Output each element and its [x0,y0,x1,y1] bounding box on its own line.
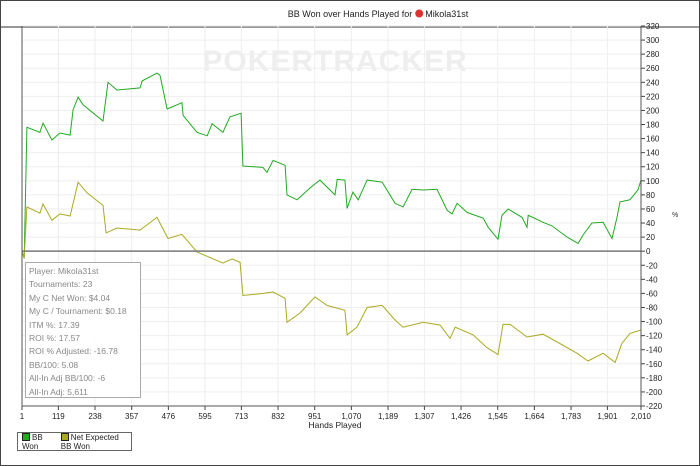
y-tick-label: -220 [646,402,663,411]
title-player: Mikola31st [415,9,469,19]
axes: 3203002802602402202001801601401201008060… [20,22,663,421]
series-net-expected-line [21,181,642,364]
stat-allin-adj: All-In Adj: 5,611 [29,386,88,397]
x-tick-label: 951 [308,412,322,421]
x-tick-label: 357 [125,412,139,421]
y-tick-label: 160 [646,135,660,144]
stat-roi: ROI %: 17.57 [29,332,81,343]
stats-box: Player: Mikola31st Tournaments: 23 My C … [25,262,141,398]
x-axis-label: Hands Played [309,420,362,430]
x-tick-label: 2,010 [631,412,652,421]
y-tick-label: 60 [646,205,655,214]
stat-allin-bb100: All-In Adj BB/100: -6 [29,373,106,384]
percent-icon[interactable]: % [672,212,678,219]
stat-player: Player: Mikola31st [29,266,99,276]
y-tick-label: -180 [646,374,663,383]
y-tick-label: 40 [646,219,655,228]
series-group [21,72,642,364]
stat-bb100: BB/100: 5.08 [29,359,79,370]
x-tick-label: 1,901 [597,412,618,421]
y-tick-label: 280 [646,50,660,59]
stat-net-won: My C Net Won: $4.04 [29,292,111,303]
x-tick-label: 1,783 [561,412,582,421]
series-bb-won-line [21,72,642,259]
y-tick-label: -160 [646,360,663,369]
y-tick-label: 220 [646,92,660,101]
y-tick-label: 80 [646,191,655,200]
legend: BB Won Net Expected BB Won [17,432,132,451]
y-tick-label: -80 [646,303,658,312]
x-tick-label: 119 [52,412,65,421]
legend-swatch [60,432,69,441]
x-tick-label: 1 [20,412,25,421]
y-tick-label: 120 [646,163,660,172]
grid [21,25,642,407]
y-tick-label: 0 [646,247,651,256]
title-text: BB Won over Hands Played for [288,9,412,19]
y-tick-label: 260 [646,64,660,73]
stat-itm: ITM %: 17.39 [29,319,80,330]
stat-per-tournament: My C / Tournament: $0.18 [29,306,127,317]
watermark-logo: POKERTRACKER [202,45,467,78]
x-tick-label: 1,189 [378,412,399,421]
y-tick-label: 20 [646,233,655,242]
legend-item-bb-won[interactable]: BB Won [22,432,53,451]
x-tick-label: 595 [198,412,212,421]
y-tick-label: 100 [646,177,660,186]
x-tick-label: 713 [235,412,249,421]
x-tick-label: 832 [271,412,285,421]
y-tick-label: 320 [646,22,660,31]
y-tick-label: 240 [646,78,660,87]
player-site-icon [415,9,424,18]
y-tick-label: -40 [646,275,658,284]
y-tick-label: 300 [646,36,660,45]
chart-title: BB Won over Hands Played for [288,9,412,19]
legend-swatch [22,432,30,441]
y-tick-label: 180 [646,121,660,130]
x-tick-label: 1,426 [451,412,472,421]
legend-item-net-expected[interactable]: Net Expected BB Won [60,432,131,451]
y-tick-label: -20 [646,261,658,270]
x-tick-label: 238 [88,412,102,421]
y-tick-label: -200 [646,388,663,397]
y-tick-label: -60 [646,289,658,298]
x-tick-label: 1,664 [524,412,545,421]
y-tick-label: -140 [646,346,663,355]
y-tick-label: -120 [646,332,663,341]
x-tick-label: 1,545 [488,412,509,421]
stat-roi-adjusted: ROI % Adjusted: -16.78 [29,346,118,357]
legend-label: BB Won [22,432,43,451]
x-tick-label: 1,307 [414,412,435,421]
stat-tournaments: Tournaments: 23 [29,279,93,290]
title-player-name: Mikola31st [425,9,469,19]
y-tick-label: 200 [646,106,660,115]
x-tick-label: 476 [162,412,176,421]
y-tick-label: 140 [646,149,660,158]
y-tick-label: -100 [646,318,663,327]
x-tick-label: 1,070 [341,412,362,421]
legend-label: Net Expected BB Won [60,432,119,451]
